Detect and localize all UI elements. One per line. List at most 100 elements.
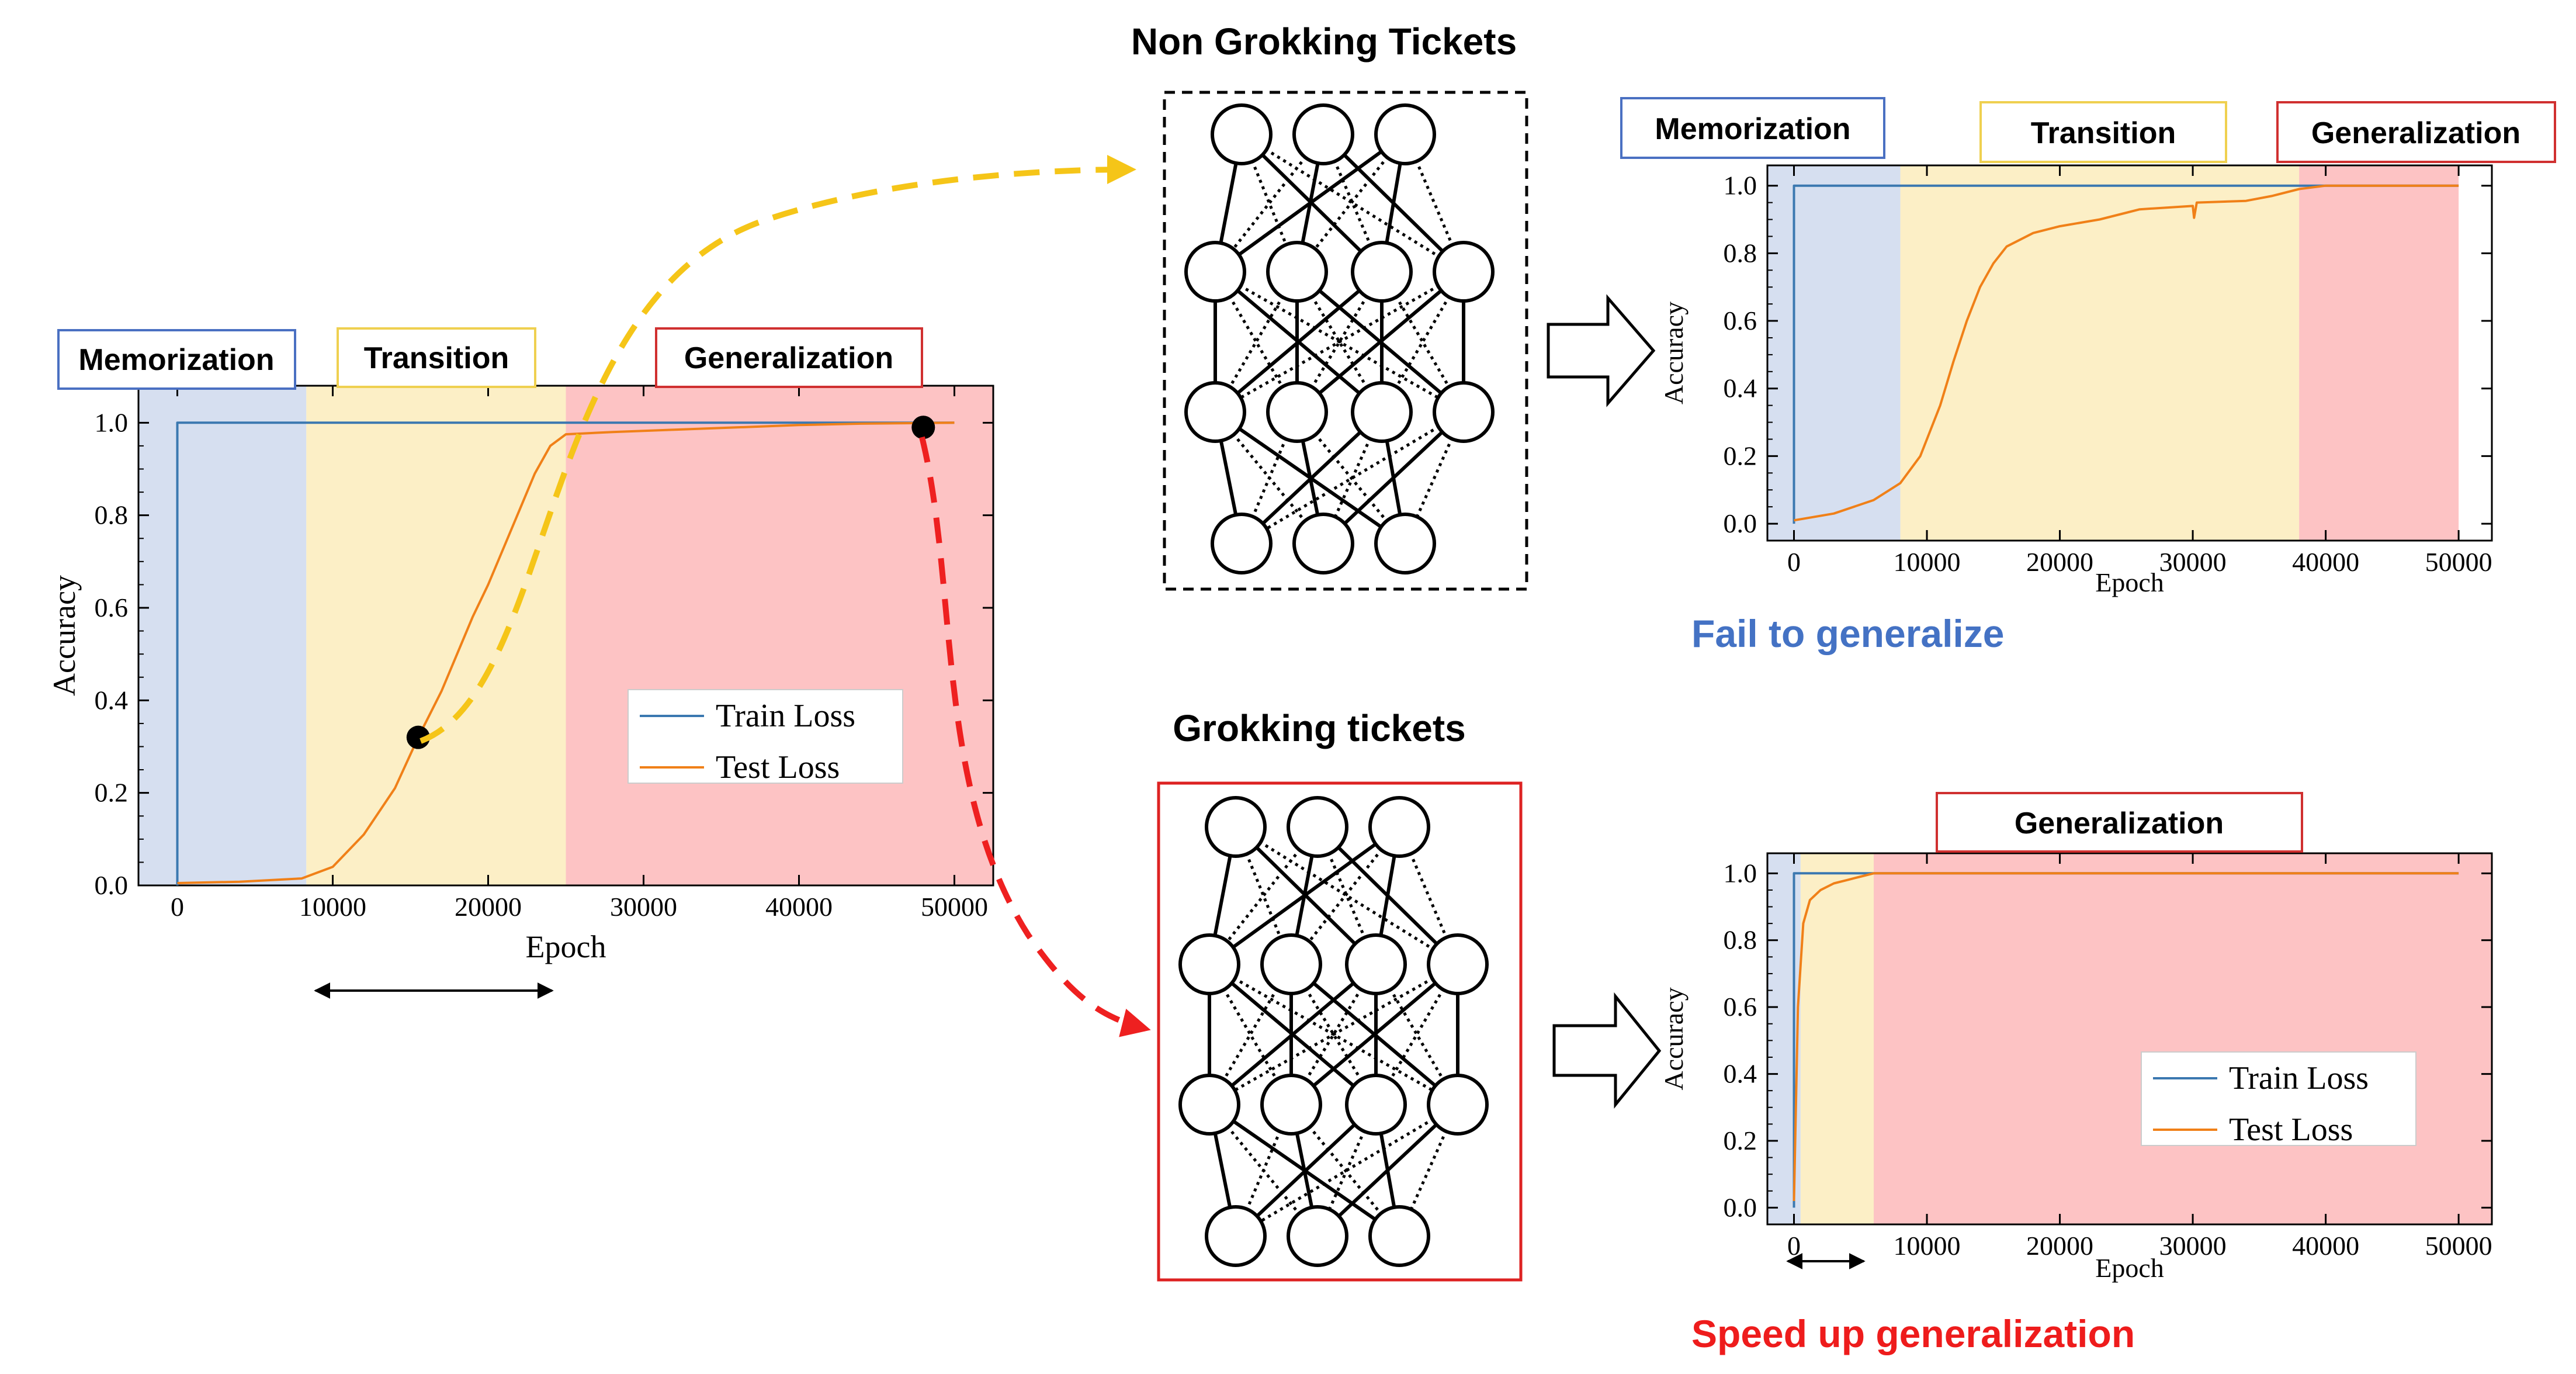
grokking-ytick-label: 1.0	[1724, 858, 1757, 888]
network-edge	[1214, 133, 1406, 274]
main-xtick-label: 0	[171, 892, 184, 922]
main-phase-transition	[306, 386, 566, 885]
grokking-series-test	[1793, 872, 2459, 1202]
non_grokking-xtick-label: 10000	[1894, 547, 1961, 577]
network-node	[1178, 1074, 1240, 1136]
network-node	[1266, 381, 1328, 443]
network-node	[1184, 381, 1246, 443]
red-curved-arrow	[919, 436, 1151, 1037]
non_grokking-ytick-label: 1.0	[1724, 171, 1757, 200]
main-ytick-label: 0.2	[95, 778, 129, 808]
non_grokking-xtick-label: 0	[1787, 547, 1801, 577]
network-node	[1211, 103, 1273, 165]
ng-memorization-box	[1620, 97, 1885, 159]
non_grokking-xtick-label: 40000	[2292, 547, 2359, 577]
non_grokking-series-train	[1793, 184, 2459, 524]
network-node	[1292, 103, 1354, 165]
network-node	[1260, 1074, 1322, 1136]
network-edge	[1208, 963, 1459, 1106]
main-ytick-label: 0.0	[95, 870, 129, 900]
network-edge	[1316, 1103, 1459, 1238]
grokking-xlabel: Epoch	[2095, 1253, 2164, 1283]
non_grokking-ytick-label: 0.2	[1724, 441, 1757, 470]
ng-memorization-label: Memorization	[1655, 112, 1850, 146]
network-edge	[1208, 825, 1400, 966]
non_grokking-ytick-label: 0.0	[1724, 508, 1757, 538]
network-edge	[1234, 1103, 1378, 1238]
grokking-ytick-label: 0.8	[1724, 925, 1757, 955]
grokking-network	[1178, 796, 1489, 1267]
main-generalization-label: Generalization	[684, 341, 893, 375]
main-generalization-box	[655, 327, 923, 388]
non_grokking-xtick-label: 20000	[2026, 547, 2093, 577]
network-node	[1368, 796, 1430, 858]
non-grokking-network-box	[1163, 91, 1528, 591]
g-generalization-label: Generalization	[2015, 807, 2224, 840]
non-grokking-network	[1184, 103, 1495, 574]
non-grokking-heading: Non Grokking Tickets	[1131, 20, 1517, 63]
main-phase-labels: Memorization Transition Generalization	[57, 327, 923, 390]
main-ytick-label: 0.8	[95, 500, 129, 530]
network-node	[1427, 933, 1489, 995]
network-node	[1178, 933, 1240, 995]
main-marker-point	[406, 725, 430, 749]
grokking-ytick-label: 0.2	[1724, 1126, 1757, 1155]
main-legend-test: Test Loss	[716, 749, 840, 785]
main-xtick-label: 50000	[921, 892, 988, 922]
g-generalization-box	[1936, 792, 2303, 853]
non_grokking-phase-memorization	[1767, 165, 1901, 541]
grokking-legend-test: Test Loss	[2229, 1112, 2353, 1148]
grokking-xtick-label: 0	[1787, 1231, 1801, 1261]
network-node	[1351, 241, 1413, 303]
network-edge	[1208, 963, 1377, 1106]
non_grokking-ylabel: Accuracy	[1659, 302, 1689, 404]
non_grokking-series-test	[1794, 184, 2459, 522]
fail-to-generalize-caption: Fail to generalize	[1691, 612, 2004, 655]
main-xtick-label: 40000	[765, 892, 833, 922]
non_grokking-ytick-label: 0.4	[1724, 373, 1757, 403]
network-node	[1287, 796, 1348, 858]
main-ytick-label: 1.0	[95, 407, 129, 437]
grokking-ytick-label: 0.6	[1724, 992, 1757, 1022]
network-node	[1345, 933, 1407, 995]
main-marker-point	[911, 416, 935, 439]
network-node	[1427, 1074, 1489, 1136]
main-ytick-label: 0.6	[95, 593, 129, 622]
main-accuracy-chart: 0.0 0.2 0.4 0.6 0.8 1.0 0 10000 20000 30000 40000 5…	[47, 385, 994, 964]
network-node	[1266, 241, 1328, 303]
grokking-network-box	[1157, 781, 1523, 1282]
grokking-xtick-label: 50000	[2425, 1231, 2492, 1261]
network-node	[1374, 103, 1436, 165]
network-node	[1345, 1074, 1407, 1136]
grokking-plot-frame	[1766, 852, 2493, 1226]
grokking-heading: Grokking tickets	[1173, 707, 1466, 749]
network-edge	[1235, 1103, 1459, 1238]
right-block-arrow-bottom	[1552, 992, 1662, 1109]
grokking-phase-transition	[1800, 853, 1874, 1224]
main-ytick-label: 0.4	[95, 685, 129, 715]
network-edge	[1240, 133, 1465, 274]
main-memorization-box	[57, 329, 296, 390]
grokking-ylabel: Accuracy	[1659, 987, 1689, 1090]
grokking-xtick-label: 20000	[2026, 1231, 2093, 1261]
network-node	[1433, 381, 1495, 443]
right-block-arrow-top	[1547, 294, 1656, 407]
main-xtick-label: 30000	[610, 892, 677, 922]
main-xlabel: Epoch	[526, 929, 606, 964]
ng-transition-box	[1979, 101, 2227, 163]
non_grokking-plot-frame	[1766, 164, 2493, 542]
grokking-legend-train: Train Loss	[2229, 1060, 2369, 1096]
main-memorization-label: Memorization	[78, 343, 274, 377]
network-node	[1205, 1205, 1267, 1267]
main-phase-generalization	[566, 386, 993, 885]
network-edge	[1296, 270, 1465, 414]
non_grokking-xlabel: Epoch	[2095, 567, 2164, 597]
network-node	[1292, 513, 1354, 574]
network-edge	[1214, 270, 1465, 414]
network-edge	[1235, 825, 1459, 966]
network-edge	[1322, 410, 1465, 545]
network-node	[1287, 1205, 1348, 1267]
network-node	[1368, 1205, 1430, 1267]
non_grokking-phase-generalization	[2299, 165, 2459, 541]
main-series-test	[177, 421, 955, 884]
